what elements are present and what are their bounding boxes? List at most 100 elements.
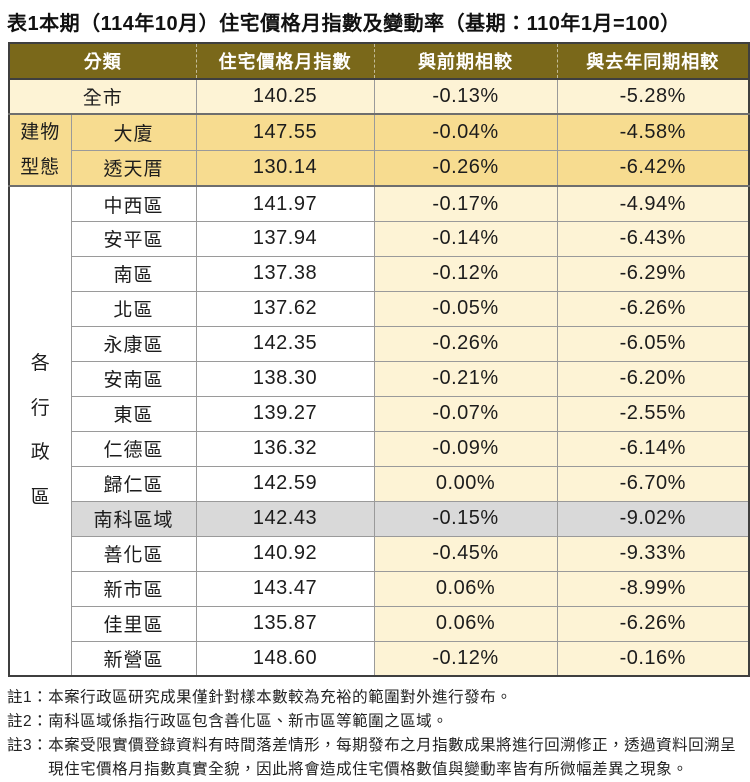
cell-mom: -0.05% — [373, 290, 558, 327]
cell-mom: -0.04% — [373, 112, 558, 151]
cell-mom: -0.12% — [373, 640, 558, 677]
cell-index: 137.38 — [195, 255, 375, 292]
table-row: 透天厝 130.14 -0.26% -6.42% — [9, 149, 750, 187]
cell-name: 新營區 — [70, 640, 197, 677]
cell-index: 141.97 — [195, 185, 375, 222]
cell-yoy: -6.14% — [556, 430, 750, 467]
cell-mom: -0.09% — [373, 430, 558, 467]
table-row: 各行政區 中西區 141.97 -0.17% -4.94% — [8, 185, 750, 677]
footnote-3: 註3： 本案受限實價登錄資料有時間落差情形，每期發布之月指數成果將進行回溯修正，… — [7, 734, 743, 782]
cell-index: 143.47 — [195, 570, 375, 607]
group-label-districts: 各行政區 — [8, 185, 72, 677]
cell-name: 北區 — [70, 290, 197, 327]
cell-index: 142.35 — [195, 325, 375, 362]
cell-name: 透天厝 — [70, 149, 197, 187]
cell-name: 南科區域 — [70, 500, 197, 537]
cell-index: 140.92 — [195, 535, 375, 572]
cell-mom: -0.12% — [373, 255, 558, 292]
cell-name: 佳里區 — [70, 605, 197, 642]
cell-name: 善化區 — [70, 535, 197, 572]
cell-index: 148.60 — [195, 640, 375, 677]
page-title: 表1本期（114年10月）住宅價格月指數及變動率（基期：110年1月=100） — [7, 13, 681, 35]
cell-index: 142.43 — [195, 500, 375, 537]
cell-name: 新市區 — [70, 570, 197, 607]
cell-yoy: -2.55% — [556, 395, 750, 432]
table-row: 新營區 148.60 -0.12% -0.16% — [9, 640, 750, 677]
header-category: 分類 — [9, 43, 196, 80]
cell-name: 歸仁區 — [70, 465, 197, 502]
table-row-nanke-highlight: 南科區域 142.43 -0.15% -9.02% — [9, 500, 750, 537]
cell-index: 135.87 — [195, 605, 375, 642]
cell-index: 137.94 — [195, 220, 375, 257]
cell-name: 大廈 — [70, 112, 197, 151]
footnote-label: 註1： — [7, 689, 49, 707]
cell-yoy: -6.26% — [556, 290, 750, 327]
cell-yoy: -6.29% — [556, 255, 750, 292]
cell-mom: -0.15% — [373, 500, 558, 537]
cell-mom: -0.13% — [373, 78, 558, 115]
header-mom: 與前期相較 — [373, 43, 557, 80]
cell-index: 137.62 — [195, 290, 375, 327]
housing-price-index-table: 分類 住宅價格月指數 與前期相較 與去年同期相較 全市 140.25 -0.13… — [8, 42, 750, 678]
table-row: 建物型態 大廈 147.55 -0.04% -4.58% — [8, 112, 750, 187]
cell-yoy: -4.94% — [556, 185, 750, 222]
table-row: 北區 137.62 -0.05% -6.26% — [9, 290, 750, 327]
cell-yoy: -8.99% — [556, 570, 750, 607]
header-yoy: 與去年同期相較 — [556, 43, 749, 80]
cell-yoy: -0.16% — [556, 640, 750, 677]
cell-yoy: -6.70% — [556, 465, 750, 502]
cell-index: 139.27 — [195, 395, 375, 432]
cell-mom: -0.26% — [373, 325, 558, 362]
table-row: 南區 137.38 -0.12% -6.29% — [9, 255, 750, 292]
footnotes: 註1： 本案行政區研究成果僅針對樣本數較為充裕的範圍對外進行發布。 註2： 南科… — [7, 686, 743, 782]
footnote-text: 本案受限實價登錄資料有時間落差情形，每期發布之月指數成果將進行回溯修正，透過資料… — [48, 737, 737, 779]
footnote-label: 註2： — [7, 713, 49, 731]
cell-index: 138.30 — [195, 360, 375, 397]
cell-name: 安平區 — [70, 220, 197, 257]
cell-yoy: -6.20% — [556, 360, 750, 397]
cell-mom: -0.45% — [373, 535, 558, 572]
cell-index: 142.59 — [195, 465, 375, 502]
cell-index: 136.32 — [195, 430, 375, 467]
group-label-text: 各行政區 — [30, 353, 50, 508]
cell-mom: 0.00% — [373, 465, 558, 502]
footnote-2: 註2： 南科區域係指行政區包含善化區、新市區等範圍之區域。 — [7, 710, 743, 734]
table-row: 安平區 137.94 -0.14% -6.43% — [9, 220, 750, 257]
cell-yoy: -9.02% — [556, 500, 750, 537]
table-row: 永康區 142.35 -0.26% -6.05% — [9, 325, 750, 362]
cell-mom: -0.07% — [373, 395, 558, 432]
cell-yoy: -5.28% — [556, 78, 750, 115]
footnote-text: 本案行政區研究成果僅針對樣本數較為充裕的範圍對外進行發布。 — [48, 689, 513, 707]
table-row: 善化區 140.92 -0.45% -9.33% — [9, 535, 750, 572]
footnote-1: 註1： 本案行政區研究成果僅針對樣本數較為充裕的範圍對外進行發布。 — [7, 686, 743, 710]
table-row-citywide: 全市 140.25 -0.13% -5.28% — [8, 78, 750, 115]
cell-yoy: -6.42% — [556, 149, 750, 187]
cell-name: 東區 — [70, 395, 197, 432]
table-row: 新市區 143.47 0.06% -8.99% — [9, 570, 750, 607]
cell-yoy: -6.26% — [556, 605, 750, 642]
header-index: 住宅價格月指數 — [195, 43, 374, 80]
cell-mom: -0.21% — [373, 360, 558, 397]
cell-mom: -0.14% — [373, 220, 558, 257]
cell-name: 安南區 — [70, 360, 197, 397]
group-label-building-type: 建物型態 — [8, 112, 72, 187]
cell-index: 147.55 — [195, 112, 375, 151]
table-row: 安南區 138.30 -0.21% -6.20% — [9, 360, 750, 397]
cell-yoy: -9.33% — [556, 535, 750, 572]
cell-index: 130.14 — [195, 149, 375, 187]
cell-mom: -0.17% — [373, 185, 558, 222]
table-row: 歸仁區 142.59 0.00% -6.70% — [9, 465, 750, 502]
cell-name: 南區 — [70, 255, 197, 292]
cell-mom: 0.06% — [373, 605, 558, 642]
group-label-text: 建物型態 — [20, 122, 61, 179]
cell-name: 仁德區 — [70, 430, 197, 467]
header-row: 分類 住宅價格月指數 與前期相較 與去年同期相較 — [9, 43, 749, 80]
cell-name: 中西區 — [70, 185, 197, 222]
table-row: 仁德區 136.32 -0.09% -6.14% — [9, 430, 750, 467]
footnote-text: 南科區域係指行政區包含善化區、新市區等範圍之區域。 — [48, 713, 449, 731]
cell-yoy: -6.05% — [556, 325, 750, 362]
table-row: 東區 139.27 -0.07% -2.55% — [9, 395, 750, 432]
footnote-label: 註3： — [7, 737, 49, 755]
cell-name: 全市 — [8, 78, 197, 115]
cell-name: 永康區 — [70, 325, 197, 362]
